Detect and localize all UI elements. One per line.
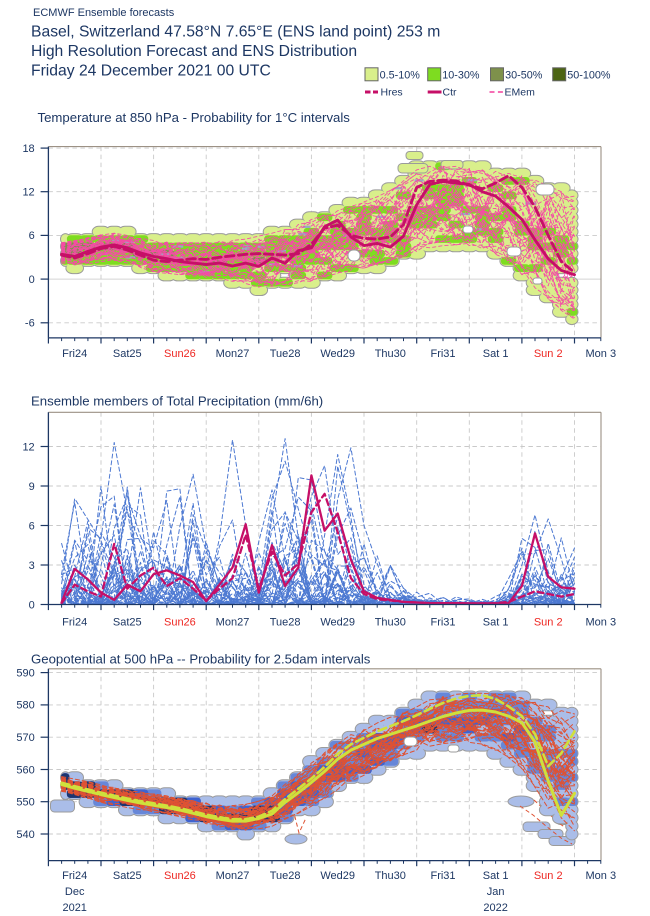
svg-text:Fri24: Fri24 — [62, 348, 87, 360]
svg-text:0.5-10%: 0.5-10% — [380, 70, 421, 82]
svg-text:Hres: Hres — [381, 87, 403, 99]
svg-text:Tue28: Tue28 — [270, 616, 301, 628]
svg-text:Sat25: Sat25 — [113, 348, 142, 360]
svg-text:Temperature at 850 hPa - Proba: Temperature at 850 hPa - Probability for… — [38, 110, 351, 125]
svg-text:Basel, Switzerland 47.58°N 7.6: Basel, Switzerland 47.58°N 7.65°E (ENS l… — [31, 24, 440, 41]
svg-text:580: 580 — [16, 700, 34, 712]
svg-text:Sun 2: Sun 2 — [534, 616, 563, 628]
svg-text:Mon 3: Mon 3 — [586, 616, 617, 628]
svg-text:Dec: Dec — [65, 886, 85, 898]
svg-text:Wed29: Wed29 — [320, 616, 355, 628]
svg-text:2022: 2022 — [483, 902, 507, 914]
svg-text:Jan: Jan — [487, 886, 505, 898]
svg-text:0: 0 — [29, 274, 35, 286]
svg-text:Fri24: Fri24 — [62, 870, 87, 882]
svg-text:12: 12 — [22, 187, 34, 199]
svg-text:Sat 1: Sat 1 — [483, 348, 509, 360]
svg-text:EMem: EMem — [505, 87, 536, 99]
svg-text:Sat 1: Sat 1 — [483, 616, 509, 628]
svg-text:Thu30: Thu30 — [375, 616, 406, 628]
svg-text:Ctr: Ctr — [443, 87, 458, 99]
svg-text:Sun 2: Sun 2 — [534, 870, 563, 882]
svg-text:590: 590 — [16, 667, 34, 679]
svg-text:Geopotential at 500 hPa -- Pro: Geopotential at 500 hPa -- Probability f… — [31, 652, 371, 667]
svg-text:9: 9 — [29, 481, 35, 493]
svg-text:Fri31: Fri31 — [430, 616, 455, 628]
svg-text:ECMWF Ensemble forecasts: ECMWF Ensemble forecasts — [33, 7, 175, 19]
svg-text:6: 6 — [29, 520, 35, 532]
svg-text:0: 0 — [29, 599, 35, 611]
svg-text:560: 560 — [16, 764, 34, 776]
svg-text:Sun26: Sun26 — [164, 616, 196, 628]
svg-text:Sat25: Sat25 — [113, 870, 142, 882]
svg-text:High Resolution Forecast and E: High Resolution Forecast and ENS Distrib… — [31, 43, 357, 60]
svg-text:Mon27: Mon27 — [216, 348, 250, 360]
svg-text:Sun 2: Sun 2 — [534, 348, 563, 360]
svg-text:Fri24: Fri24 — [62, 616, 87, 628]
svg-text:Tue28: Tue28 — [270, 348, 301, 360]
svg-text:Sun26: Sun26 — [164, 348, 196, 360]
svg-text:550: 550 — [16, 797, 34, 809]
svg-text:Friday 24 December 2021 00 UTC: Friday 24 December 2021 00 UTC — [31, 63, 271, 80]
svg-text:540: 540 — [16, 829, 34, 841]
svg-text:18: 18 — [22, 143, 34, 155]
svg-text:Fri31: Fri31 — [430, 348, 455, 360]
svg-text:Thu30: Thu30 — [375, 348, 406, 360]
svg-text:50-100%: 50-100% — [567, 70, 611, 82]
svg-text:Wed29: Wed29 — [320, 870, 355, 882]
svg-text:Mon 3: Mon 3 — [586, 348, 617, 360]
svg-text:-6: -6 — [25, 318, 35, 330]
svg-text:12: 12 — [22, 441, 34, 453]
svg-text:Sat25: Sat25 — [113, 616, 142, 628]
svg-text:3: 3 — [29, 560, 35, 572]
svg-text:10-30%: 10-30% — [442, 70, 480, 82]
svg-text:570: 570 — [16, 732, 34, 744]
svg-text:Wed29: Wed29 — [320, 348, 355, 360]
svg-text:Mon27: Mon27 — [216, 870, 250, 882]
svg-text:2021: 2021 — [62, 902, 86, 914]
svg-text:Ensemble members of Total Prec: Ensemble members of Total Precipitation … — [31, 394, 323, 409]
svg-text:Thu30: Thu30 — [375, 870, 406, 882]
svg-text:Mon 3: Mon 3 — [586, 870, 617, 882]
svg-text:Sun26: Sun26 — [164, 870, 196, 882]
svg-text:Fri31: Fri31 — [430, 870, 455, 882]
svg-text:6: 6 — [29, 230, 35, 242]
svg-text:Mon27: Mon27 — [216, 616, 250, 628]
svg-text:30-50%: 30-50% — [505, 70, 543, 82]
svg-text:Sat 1: Sat 1 — [483, 870, 509, 882]
svg-text:Tue28: Tue28 — [270, 870, 301, 882]
